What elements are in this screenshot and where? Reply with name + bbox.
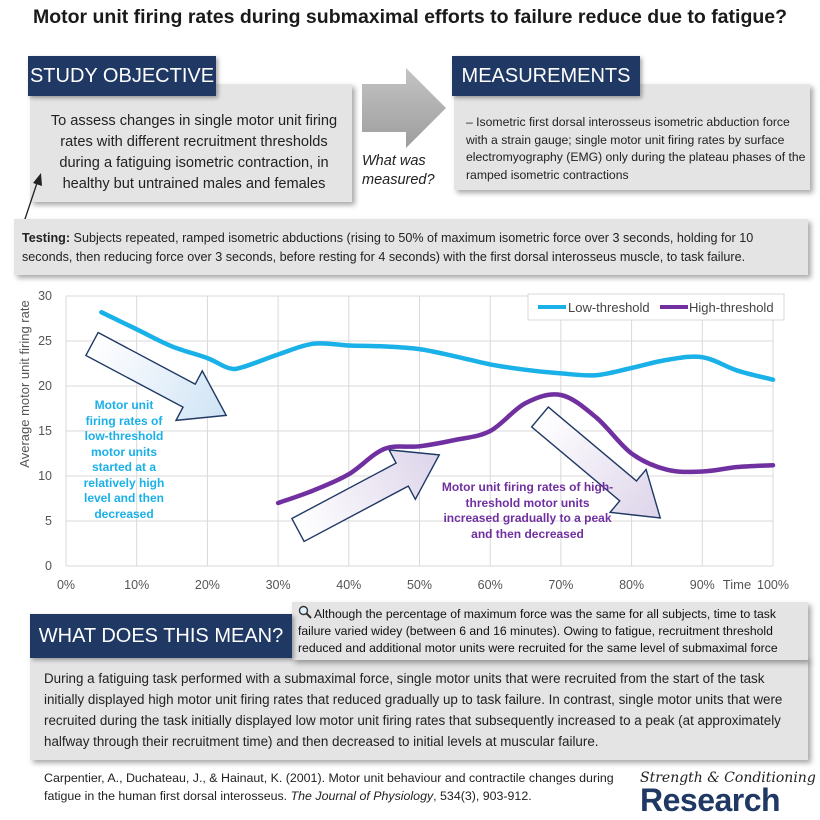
testing-panel — [14, 219, 808, 275]
reference-details: , 534(3), 903-912. — [433, 788, 532, 803]
magnifier-icon — [298, 605, 312, 619]
brand-logo: Research — [640, 782, 781, 818]
testing-text: Testing: Subjects repeated, ramped isome… — [22, 229, 802, 266]
meaning-heading: WHAT DOES THIS MEAN? — [30, 614, 292, 658]
high-threshold-fall-arrow-icon — [530, 406, 662, 519]
page-title: Motor unit firing rates during submaxima… — [32, 6, 788, 28]
note-body: Although the percentage of maximum force… — [298, 607, 778, 655]
reference-journal: The Journal of Physiology — [290, 788, 434, 803]
note-text: Although the percentage of maximum force… — [298, 606, 808, 657]
y-tick-label: 0 — [45, 559, 52, 573]
series-line-low-threshold — [99, 309, 776, 382]
x-tick-label: 50% — [407, 578, 432, 592]
x-tick-label: 40% — [336, 578, 361, 592]
measurements-text: – Isometric first dorsal interosseus iso… — [466, 115, 806, 182]
right-arrow-icon — [362, 68, 446, 148]
low-threshold-annotation: Motor unit firing rates of low-threshold… — [83, 398, 165, 521]
x-tick-label: 70% — [548, 578, 573, 592]
measurements-panel — [454, 84, 810, 190]
what-measured-label: What was measured? — [362, 153, 435, 188]
objective-panel — [30, 84, 352, 202]
x-tick-label: 60% — [478, 578, 503, 592]
x-axis-label: Time — [723, 577, 751, 592]
measurements-heading: MEASUREMENTS — [452, 56, 640, 96]
objective-heading: STUDY OBJECTIVE — [28, 56, 216, 96]
x-tick-label: 20% — [195, 578, 220, 592]
chart-legend — [527, 293, 785, 321]
low-threshold-arrow-icon — [84, 331, 228, 422]
series-line-high-threshold — [275, 392, 776, 506]
y-tick-label: 30 — [38, 289, 52, 303]
legend-low-label: Low-threshold — [568, 300, 650, 315]
y-tick-label: 15 — [38, 424, 52, 438]
brand-tagline: Strength & Conditioning — [640, 770, 816, 786]
x-tick-label: 0% — [57, 578, 75, 592]
x-tick-label: 90% — [690, 578, 715, 592]
high-threshold-annotation: Motor unit firing rates of high-threshol… — [441, 480, 614, 541]
legend-high-label: High-threshold — [689, 300, 774, 315]
reference-authors: Carpentier, A., Duchateau, J., & Hainaut… — [44, 771, 614, 803]
y-axis-label: Average motor unit firing rate — [17, 300, 32, 467]
y-tick-label: 25 — [38, 334, 52, 348]
testing-label: Testing: — [22, 231, 71, 245]
x-tick-label: 80% — [619, 578, 644, 592]
meaning-panel — [30, 658, 808, 760]
meaning-text: During a fatiguing task performed with a… — [44, 671, 783, 749]
note-panel — [292, 602, 808, 660]
y-tick-label: 5 — [45, 514, 52, 528]
objective-text: To assess changes in single motor unit f… — [50, 113, 338, 192]
y-tick-label: 20 — [38, 379, 52, 393]
testing-body: Subjects repeated, ramped isometric abdu… — [22, 231, 754, 264]
x-tick-label: 10% — [124, 578, 149, 592]
y-tick-label: 10 — [38, 469, 52, 483]
x-tick-label: 30% — [266, 578, 291, 592]
high-threshold-rise-arrow-icon — [290, 449, 441, 543]
x-tick-label: 100% — [757, 578, 789, 592]
reference: Carpentier, A., Duchateau, J., & Hainaut… — [44, 770, 634, 805]
firing-rate-chart: 0 5 10 15 20 25 30 0% 10% 20% 30% 40% 50% 60% 70% 80% 9… — [17, 289, 789, 592]
